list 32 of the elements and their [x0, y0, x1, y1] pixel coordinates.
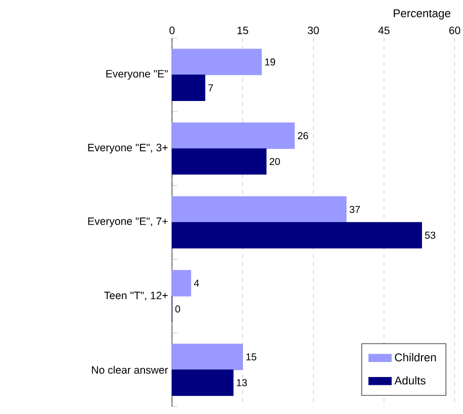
data-label: 19: [265, 58, 276, 66]
x-tick-label: 60: [449, 26, 460, 34]
bar: [172, 148, 266, 175]
y-tick-label: Teen "T", 12+: [104, 292, 168, 300]
data-label: 15: [246, 353, 256, 360]
x-tick-label: 15: [238, 26, 248, 34]
bar: [172, 48, 262, 76]
y-tick-label: Everyone "E", 3+: [88, 144, 168, 154]
bar: [172, 122, 295, 149]
data-label: 13: [236, 379, 247, 386]
bar: [172, 222, 422, 248]
legend-label: Adults: [394, 376, 426, 385]
x-axis-title: Percentage: [394, 9, 450, 20]
legend-label: Children: [394, 353, 436, 362]
bar: [172, 74, 206, 101]
bar: [172, 370, 234, 396]
data-label: 4: [194, 280, 200, 287]
data-label: 37: [350, 206, 360, 213]
data-label: 0: [175, 305, 180, 313]
y-tick-label: Everyone "E", 7+: [88, 218, 168, 228]
data-label: 7: [208, 84, 213, 92]
y-tick-label: No clear answer: [92, 366, 168, 374]
data-label: 20: [270, 158, 280, 166]
bar: [172, 196, 347, 223]
bar: [172, 344, 243, 370]
data-label: 26: [298, 132, 308, 140]
y-tick-label: Everyone "E": [106, 70, 168, 80]
bar: [172, 270, 192, 296]
data-label: 53: [425, 232, 436, 239]
x-tick-label: 30: [308, 26, 319, 34]
x-tick-label: 0: [169, 26, 175, 34]
x-tick-label: 45: [378, 26, 390, 34]
